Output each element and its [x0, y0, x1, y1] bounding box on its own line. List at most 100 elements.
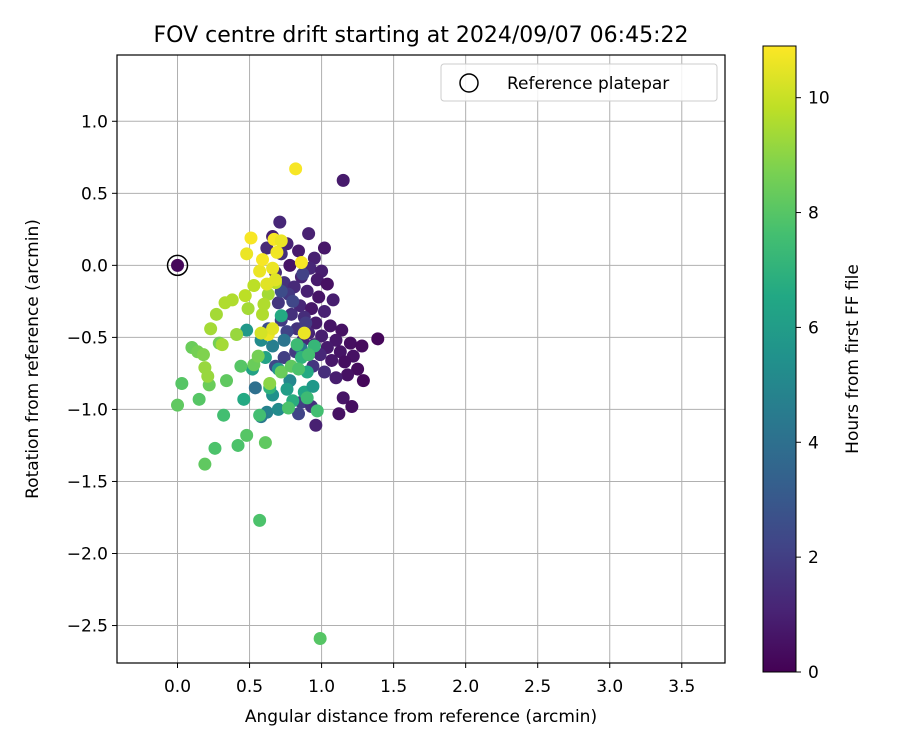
reference-point [171, 258, 185, 272]
colorbar-tick-label: 4 [808, 433, 819, 453]
data-point [332, 407, 346, 421]
data-point [234, 359, 248, 373]
data-point [329, 371, 343, 385]
data-point [225, 293, 239, 307]
data-point [201, 369, 215, 383]
data-point [204, 322, 218, 336]
data-point [338, 355, 352, 369]
data-point [335, 323, 349, 337]
data-point [248, 381, 262, 395]
x-axis: 0.0 0.5 1.0 1.5 2.0 2.5 3.0 3.5 [164, 663, 695, 697]
data-point [310, 273, 324, 287]
data-point [313, 632, 327, 646]
plot-frame [116, 54, 726, 664]
data-point [336, 173, 350, 187]
data-point [302, 227, 316, 241]
data-point [240, 247, 254, 261]
data-point [261, 287, 275, 301]
data-point [300, 391, 314, 405]
data-point [325, 353, 339, 367]
data-point [281, 401, 295, 415]
data-point [208, 441, 222, 455]
data-point [317, 241, 331, 255]
data-point [323, 319, 337, 333]
data-point [266, 322, 280, 336]
data-point [309, 418, 323, 432]
data-point [320, 277, 334, 291]
colorbar-tick-label: 10 [808, 89, 830, 109]
data-point [257, 297, 271, 311]
data-point [175, 376, 189, 390]
data-point [266, 339, 280, 353]
data-point [341, 368, 355, 382]
data-point [336, 391, 350, 405]
data-point [355, 339, 369, 353]
data-point [312, 290, 326, 304]
data-point [253, 264, 267, 278]
x-tick-label: 3.0 [596, 677, 623, 697]
y-axis-label: Rotation from reference (arcmin) [23, 219, 43, 499]
data-point [277, 351, 291, 365]
data-point [244, 231, 258, 245]
data-point [333, 345, 347, 359]
data-point [294, 255, 308, 269]
data-point [196, 348, 210, 362]
data-point [266, 261, 280, 275]
data-point [241, 302, 255, 316]
data-point [306, 379, 320, 393]
colorbar-tick-label: 6 [808, 318, 819, 338]
chart-title: FOV centre drift starting at 2024/09/07 … [154, 23, 689, 48]
x-tick-label: 0.0 [164, 677, 191, 697]
data-point [263, 376, 277, 390]
data-point [310, 404, 324, 418]
data-point [280, 382, 294, 396]
colorbar-ticks: 0 2 4 6 8 10 [796, 89, 830, 683]
data-point [231, 438, 245, 452]
y-axis: 1.0 0.5 0.0 −0.5 −1.0 −1.5 −2.0 −2.5 [67, 112, 117, 637]
x-tick-label: 3.5 [668, 677, 695, 697]
colorbar-tick-label: 8 [808, 204, 819, 224]
x-tick-label: 2.5 [524, 677, 551, 697]
data-point [290, 338, 304, 352]
data-point [253, 513, 267, 527]
data-point [289, 162, 303, 176]
data-point [219, 374, 233, 388]
data-point [254, 326, 268, 340]
legend: Reference platepar [440, 63, 718, 102]
legend-reference-marker [459, 73, 479, 93]
data-point [356, 374, 370, 388]
data-point [302, 348, 316, 362]
data-point [270, 245, 284, 259]
data-point [315, 329, 329, 343]
y-tick-label: −1.0 [67, 400, 108, 420]
y-tick-label: −0.5 [67, 328, 108, 348]
colorbar-tick-label: 2 [808, 548, 819, 568]
x-axis-label: Angular distance from reference (arcmin) [245, 707, 597, 727]
y-tick-label: 0.0 [81, 256, 108, 276]
colorbar [762, 45, 797, 673]
data-point [299, 316, 313, 330]
data-point [271, 296, 285, 310]
data-point [238, 289, 252, 303]
data-point [292, 407, 306, 421]
x-tick-label: 2.0 [452, 677, 479, 697]
data-point [258, 436, 272, 450]
data-point [251, 349, 265, 363]
data-point [326, 293, 340, 307]
data-point [271, 402, 285, 416]
y-tick-label: 1.0 [81, 112, 108, 132]
data-point [297, 326, 311, 340]
data-point [277, 333, 291, 347]
data-point [274, 309, 288, 323]
data-point [296, 267, 310, 281]
data-point [286, 294, 300, 308]
data-point [240, 428, 254, 442]
data-point [273, 215, 287, 229]
colorbar-tick-label: 0 [808, 663, 819, 683]
y-tick-label: −2.5 [67, 617, 108, 637]
colorbar-label: Hours from first FF file [843, 264, 863, 454]
data-point [317, 304, 331, 318]
data-point [329, 333, 343, 347]
data-point [209, 307, 223, 321]
data-point [230, 328, 244, 342]
